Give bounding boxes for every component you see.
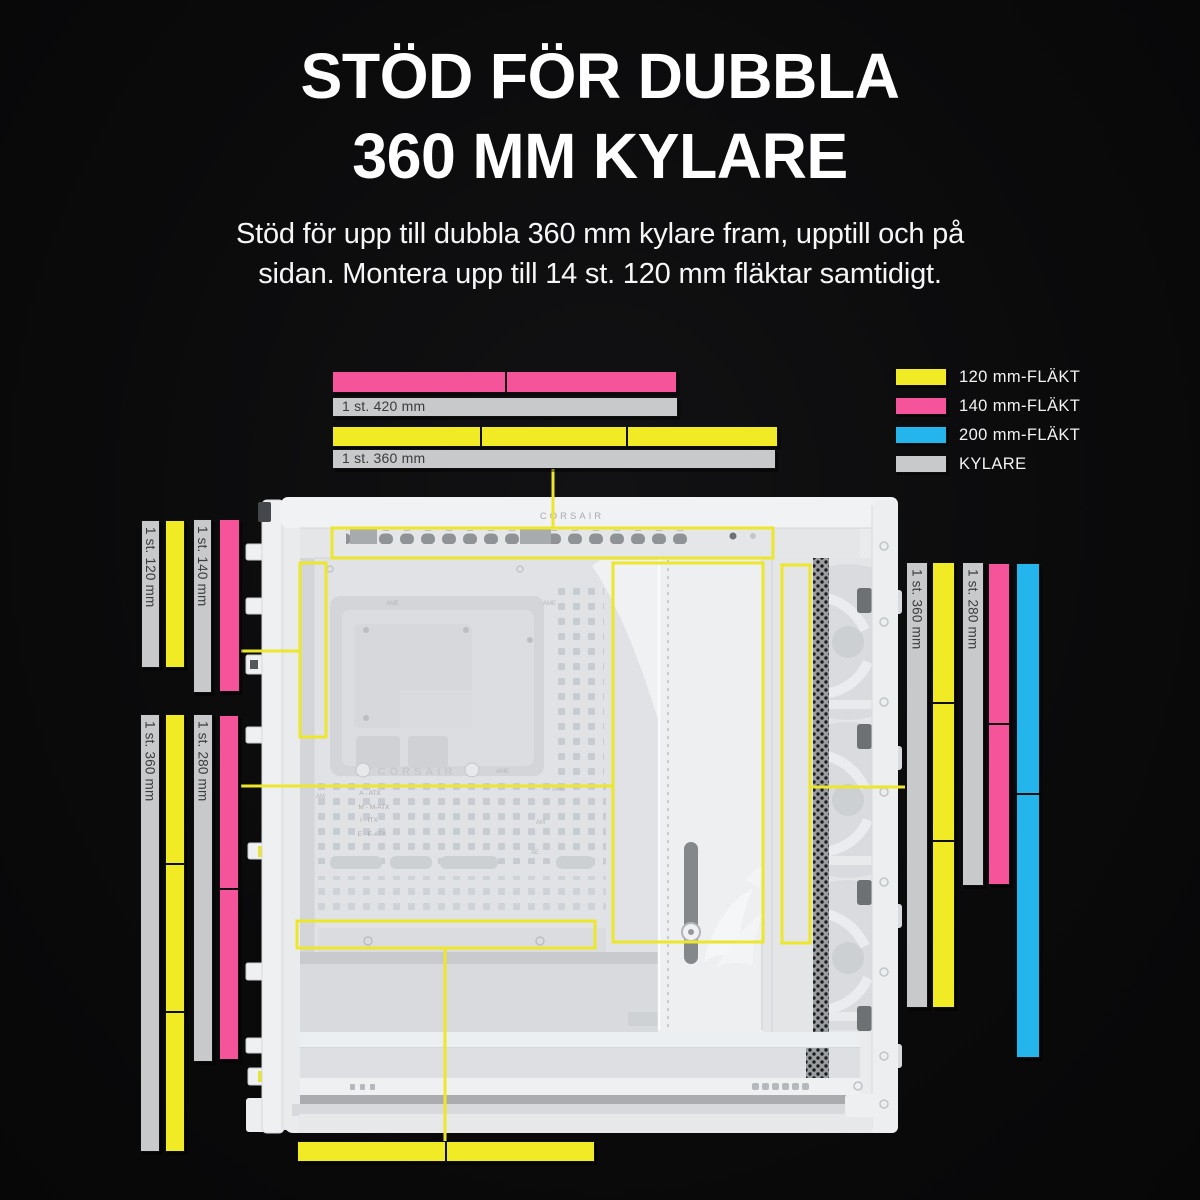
front-screws bbox=[879, 541, 889, 1109]
radiator-bar-right-280: 1 st. 280 mm bbox=[962, 562, 984, 886]
radiator-label: 1 st. 280 mm bbox=[195, 721, 211, 802]
radiator-bar-left-360: 1 st. 360 mm bbox=[140, 714, 160, 1152]
case-basement bbox=[292, 1032, 879, 1133]
fan-bar-left-120 bbox=[165, 520, 185, 668]
radiator-label: 1 st. 420 mm bbox=[342, 398, 426, 414]
legend-item-120mm: 120 mm-FLÄKT bbox=[895, 366, 1080, 388]
psu-shroud bbox=[592, 558, 768, 1032]
legend-swatch-radiator-icon bbox=[895, 455, 947, 473]
title-line-1: STÖD FÖR DUBBLA bbox=[300, 40, 900, 112]
mobo-standard-labels: A - ATX M - M-ATX I - ITX E - E-ATX bbox=[358, 790, 391, 838]
case-brand-top-label: CORSAIR bbox=[540, 511, 604, 522]
side-mount-zone bbox=[611, 561, 765, 944]
svg-text:AM: AM bbox=[316, 794, 325, 800]
svg-text:I - ITX: I - ITX bbox=[360, 817, 378, 824]
legend-item-140mm: 140 mm-FLÄKT bbox=[895, 395, 1080, 417]
under-tray-floor bbox=[300, 952, 706, 1032]
fan-bar-left-3x120 bbox=[165, 714, 185, 1152]
fan-bar-left-2x140 bbox=[219, 715, 239, 1060]
radiator-label: 1 st. 360 mm bbox=[909, 569, 925, 650]
front-mount-zone bbox=[780, 563, 812, 945]
legend-label: KYLARE bbox=[959, 454, 1027, 473]
page-title: STÖD FÖR DUBBLA 360 MM KYLARE bbox=[12, 36, 1188, 196]
svg-text:AM: AM bbox=[536, 820, 545, 826]
svg-text:AME: AME bbox=[552, 787, 565, 793]
tray-hole-grid bbox=[318, 778, 606, 864]
legend-swatch-200mm-icon bbox=[895, 426, 947, 444]
top-vent-row bbox=[346, 530, 690, 544]
fan-bar-right-3x120 bbox=[932, 562, 955, 1008]
corsair-logo-icon bbox=[355, 762, 371, 778]
legend-item-radiator: KYLARE bbox=[895, 453, 1080, 475]
svg-text:M - M-ATX: M - M-ATX bbox=[359, 804, 391, 811]
front-fan-section bbox=[763, 500, 902, 1133]
subtitle-line-2: sidan. Montera upp till 14 st. 120 mm fl… bbox=[258, 258, 942, 290]
legend-swatch-140mm-icon bbox=[895, 397, 947, 415]
legend-item-200mm: 200 mm-FLÄKT bbox=[895, 424, 1080, 446]
radiator-label: 1 st. 140 mm bbox=[195, 526, 210, 607]
fan-bar-right-2x140 bbox=[988, 563, 1010, 885]
radiator-label: 1 st. 280 mm bbox=[965, 569, 981, 650]
fan-bar-bottom-2x120 bbox=[297, 1141, 595, 1162]
radiator-label: 1 st. 120 mm bbox=[143, 527, 158, 608]
svg-text:AME: AME bbox=[386, 601, 399, 607]
fan-bar-top-140 bbox=[332, 371, 677, 393]
subtitle: Stöd för upp till dubbla 360 mm kylare f… bbox=[0, 214, 1200, 294]
fan-legend: 120 mm-FLÄKT 140 mm-FLÄKT 200 mm-FLÄKT K… bbox=[895, 366, 1080, 482]
tray-marks: AME AME AME AME AM AM AE bbox=[316, 601, 565, 856]
fan-bar-right-2x200 bbox=[1016, 563, 1040, 1058]
corsair-logo-icon bbox=[464, 762, 480, 778]
case-brand-tray-label: CORSAIR bbox=[378, 766, 457, 778]
legend-label: 120 mm-FLÄKT bbox=[959, 367, 1081, 386]
legend-label: 140 mm-FLÄKT bbox=[959, 396, 1081, 415]
radiator-bar-right-360: 1 st. 360 mm bbox=[906, 562, 928, 1008]
radiator-label: 1 st. 360 mm bbox=[342, 450, 426, 466]
svg-text:AME: AME bbox=[543, 601, 556, 607]
legend-swatch-120mm-icon bbox=[895, 368, 947, 386]
svg-text:A - ATX: A - ATX bbox=[359, 790, 381, 797]
shroud-handle bbox=[684, 842, 698, 964]
radiator-bar-left-120: 1 st. 120 mm bbox=[141, 520, 160, 668]
mount-zone-overlays bbox=[241, 469, 905, 1141]
fan-bar-top-120 bbox=[332, 426, 778, 447]
motherboard-tray: CORSAIR A - ATX M - M-ATX I - ITX E - E-… bbox=[300, 557, 659, 955]
radiator-label: 1 st. 360 mm bbox=[142, 721, 158, 802]
radiator-bar-left-140: 1 st. 140 mm bbox=[193, 519, 212, 693]
radiator-bar-top-360: 1 st. 360 mm bbox=[332, 449, 776, 469]
radiator-bar-top-420: 1 st. 420 mm bbox=[332, 397, 678, 417]
title-line-2: 360 MM KYLARE bbox=[352, 120, 848, 192]
legend-label: 200 mm-FLÄKT bbox=[959, 425, 1081, 444]
svg-text:AME: AME bbox=[496, 769, 509, 775]
svg-text:E - E-ATX: E - E-ATX bbox=[358, 831, 387, 838]
svg-text:AE: AE bbox=[531, 850, 539, 856]
subtitle-line-1: Stöd för upp till dubbla 360 mm kylare f… bbox=[235, 218, 965, 250]
fan-bar-left-140 bbox=[219, 519, 240, 692]
radiator-bar-left-280: 1 st. 280 mm bbox=[193, 714, 213, 1062]
tray-hole-grid bbox=[318, 876, 606, 918]
